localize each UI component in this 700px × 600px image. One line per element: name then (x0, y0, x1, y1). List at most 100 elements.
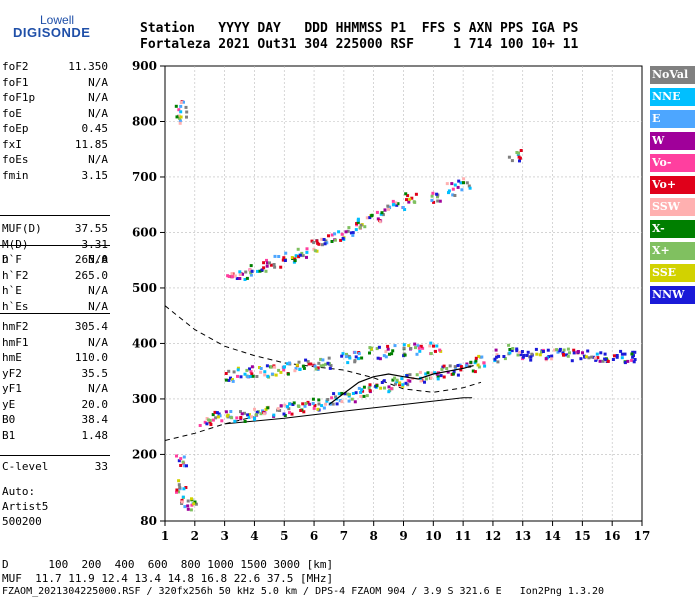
echo-point (238, 273, 242, 276)
param-he: h`E N/A (2, 284, 108, 298)
echo-point (294, 254, 298, 258)
echo-point (631, 355, 635, 359)
echo-point (316, 407, 320, 411)
echo-point (250, 269, 254, 273)
echo-point (467, 184, 471, 188)
param-fof2: foF2 11.350 (2, 60, 108, 74)
echo-point (556, 350, 560, 354)
panel-separator (0, 245, 110, 246)
echo-point (351, 392, 355, 395)
echo-point (377, 345, 381, 349)
echo-point (304, 358, 308, 362)
echo-point (249, 370, 253, 374)
param-label: MUF(D) (2, 222, 42, 235)
echo-point (244, 270, 248, 274)
param-label: D (2, 253, 9, 266)
echo-point (278, 409, 282, 412)
echo-point (249, 375, 253, 378)
echo-point (387, 207, 390, 211)
echo-point (391, 378, 395, 382)
echo-point (493, 357, 497, 361)
echo-point (601, 359, 605, 363)
echo-point (450, 182, 454, 186)
echo-point (346, 229, 350, 233)
echo-point (217, 412, 221, 416)
echo-point (179, 104, 183, 108)
echo-point (474, 359, 478, 363)
echo-point (338, 399, 342, 403)
legend-item-nnw: NNW (650, 286, 695, 304)
echo-point (182, 487, 186, 491)
echo-point (286, 372, 290, 376)
echo-point (566, 354, 570, 358)
echo-point (190, 497, 193, 501)
echo-point (325, 241, 329, 245)
echo-point (395, 203, 399, 207)
echo-point (459, 365, 463, 369)
echo-point (282, 365, 286, 369)
echo-point (390, 352, 394, 356)
legend-item-ssw: SSW (650, 198, 695, 216)
echo-point (507, 155, 511, 159)
param-mufd: MUF(D) 37.55 (2, 222, 108, 236)
echo-point (288, 361, 291, 365)
echo-point (368, 383, 372, 387)
echo-point (375, 347, 379, 351)
echo-point (297, 255, 301, 259)
echo-point (247, 413, 251, 417)
echo-point (540, 350, 543, 354)
echo-point (279, 370, 283, 374)
echo-point (312, 406, 316, 410)
echo-point (324, 402, 328, 406)
echo-point (398, 381, 402, 385)
echo-point (175, 454, 178, 458)
echo-point (250, 415, 253, 419)
echo-point (348, 356, 352, 360)
echo-point (604, 358, 608, 361)
lower-dashed-curve (164, 416, 255, 441)
echo-point (182, 100, 185, 104)
echo-point (243, 372, 247, 376)
echo-point (630, 352, 634, 356)
echo-point (276, 407, 280, 411)
param-value: 35.5 (81, 366, 109, 380)
echo-point (410, 196, 414, 200)
echo-point (207, 418, 211, 422)
echo-point (213, 410, 217, 414)
param-label: foF2 (2, 60, 29, 73)
echo-point (384, 355, 388, 359)
echo-point (183, 464, 187, 468)
echo-point (633, 358, 637, 361)
param-foes: foEs N/A (2, 153, 108, 167)
echo-point (357, 352, 361, 356)
echo-point (494, 348, 498, 352)
echo-point (462, 181, 465, 185)
echo-point (249, 273, 253, 277)
echo-point (250, 372, 254, 376)
echo-point (515, 349, 519, 353)
echo-point (248, 367, 251, 371)
param-value: 20.0 (81, 397, 109, 411)
echo-point (550, 357, 554, 361)
echo-point (393, 376, 397, 380)
echo-point (192, 502, 196, 506)
param-label: h`Es (2, 299, 29, 313)
echo-point (304, 402, 308, 405)
echo-point (459, 368, 463, 372)
y-tick-label: 400 (132, 336, 157, 350)
echo-point (534, 347, 538, 351)
echo-point (265, 258, 268, 262)
echo-point (365, 394, 369, 398)
echo-point (236, 366, 240, 370)
echo-point (572, 348, 576, 352)
echo-point (581, 351, 584, 355)
y-tick-label: 300 (132, 392, 157, 406)
echo-point (179, 115, 183, 119)
echo-point (579, 357, 583, 361)
echo-point (249, 264, 253, 268)
echo-point (214, 416, 218, 420)
echo-point (596, 356, 600, 360)
echo-point (181, 495, 185, 499)
echo-point (368, 216, 372, 220)
echo-point (457, 179, 461, 183)
